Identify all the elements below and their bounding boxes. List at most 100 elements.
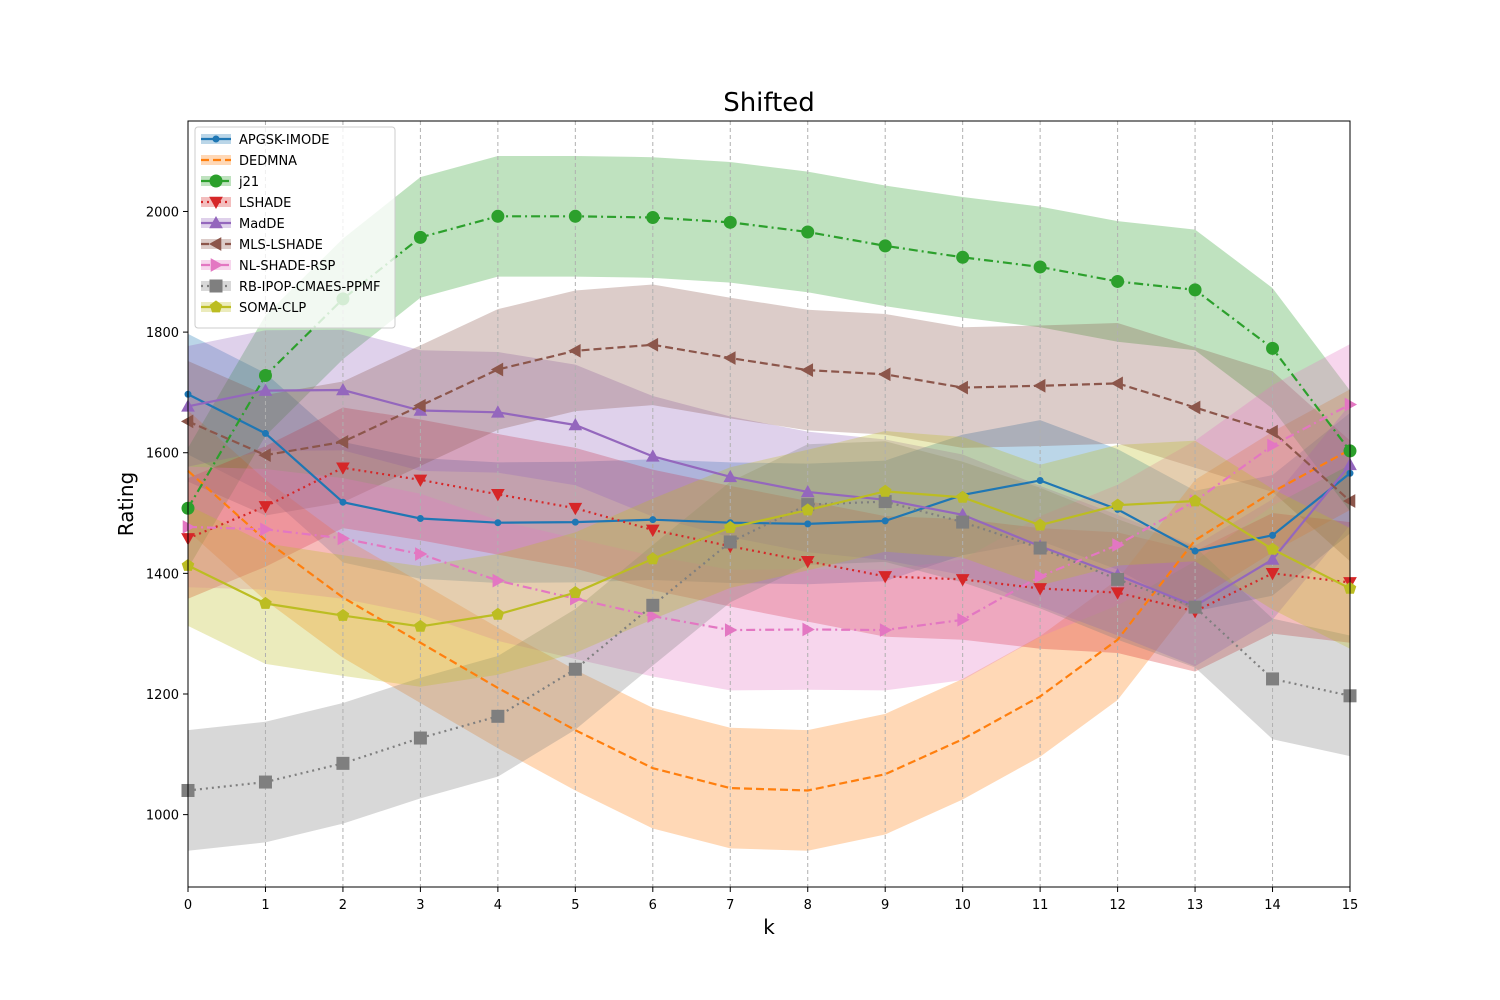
marker-nl-shade-rsp-10	[957, 612, 970, 627]
marker-soma-clp-2	[336, 608, 350, 621]
marker-nl-shade-rsp-1	[260, 522, 273, 537]
marker-rb-ipop-cmaes-ppmf-7	[723, 535, 737, 549]
marker-j21-13	[1188, 283, 1202, 297]
x-tick-label-5: 5	[571, 898, 579, 913]
legend-label: MadDE	[239, 217, 285, 232]
marker-nl-shade-rsp-6	[647, 609, 660, 624]
marker-apgsk-imode-6	[649, 516, 657, 524]
legend-marker	[208, 237, 222, 251]
marker-mls-lshade-0	[180, 414, 194, 429]
marker-nl-shade-rsp-11	[1034, 569, 1048, 584]
marker-lshade-14	[1265, 568, 1280, 581]
legend: APGSK-IMODE DEDMNA j21 LSHADE MadDE MLS-LSHAD…	[194, 126, 396, 329]
legend-marker	[209, 300, 223, 313]
y-tick-label-1600: 1600	[146, 447, 179, 462]
marker-lshade-9	[878, 571, 893, 584]
marker-madde-1	[258, 383, 273, 396]
marker-soma-clp-5	[569, 586, 582, 599]
x-tick-label-4: 4	[494, 898, 502, 913]
legend-label: j21	[238, 175, 259, 190]
marker-j21-12	[1111, 274, 1125, 288]
marker-j21-1	[258, 369, 272, 383]
y-tick-label-1200: 1200	[146, 688, 179, 703]
plot-area-frame	[187, 120, 1351, 888]
legend-item-rb-ipop-cmaes-ppmf: RB-IPOP-CMAES-PPMF	[201, 279, 381, 295]
marker-lshade-3	[413, 474, 428, 487]
marker-apgsk-imode-14	[1269, 531, 1277, 539]
marker-rb-ipop-cmaes-ppmf-6	[646, 598, 660, 612]
band-nl-shade-rsp	[188, 344, 1350, 691]
marker-mls-lshade-4	[490, 362, 504, 377]
marker-soma-clp-12	[1111, 498, 1124, 511]
marker-madde-7	[723, 469, 738, 483]
legend-label: RB-IPOP-CMAES-PPMF	[239, 280, 381, 295]
marker-lshade-6	[645, 524, 660, 537]
marker-j21-8	[801, 225, 815, 239]
marker-lshade-4	[491, 489, 505, 502]
band-mls-lshade	[188, 284, 1350, 562]
band-j21	[188, 155, 1350, 569]
line-mls-lshade	[187, 343, 1351, 502]
marker-apgsk-imode-8	[804, 520, 812, 528]
marker-apgsk-imode-11	[1036, 476, 1044, 484]
marker-mls-lshade-12	[1110, 376, 1123, 391]
marker-mls-lshade-2	[335, 435, 349, 449]
x-tick-label-11: 11	[1032, 898, 1049, 913]
line-lshade	[187, 466, 1351, 613]
x-tick-label-0: 0	[184, 898, 192, 913]
marker-rb-ipop-cmaes-ppmf-9	[878, 495, 892, 509]
x-tick-label-15: 15	[1342, 898, 1359, 913]
marker-soma-clp-13	[1188, 494, 1202, 507]
legend-marker	[209, 196, 223, 210]
x-tick-label-2: 2	[339, 898, 347, 913]
marker-nl-shade-rsp-12	[1112, 538, 1125, 552]
confidence-bands	[188, 155, 1350, 851]
band-madde	[188, 329, 1350, 667]
x-tick-label-3: 3	[416, 898, 424, 913]
marker-nl-shade-rsp-8	[802, 622, 815, 637]
marker-soma-clp-11	[1033, 518, 1047, 531]
marker-madde-5	[568, 417, 583, 431]
marker-j21-11	[1033, 260, 1047, 274]
marker-mls-lshade-7	[723, 351, 736, 365]
marker-rb-ipop-cmaes-ppmf-11	[1033, 541, 1047, 555]
marker-mls-lshade-3	[413, 398, 426, 413]
marker-lshade-1	[258, 501, 273, 514]
x-tick-label-12: 12	[1109, 898, 1126, 913]
legend-label: NL-SHADE-RSP	[239, 259, 336, 274]
marker-soma-clp-9	[878, 484, 892, 497]
legend-marker	[209, 215, 223, 229]
x-tick-label-7: 7	[726, 898, 734, 913]
x-tick-label-9: 9	[881, 898, 889, 913]
y-tick-label-1000: 1000	[146, 809, 179, 824]
legend-label: SOMA-CLP	[239, 301, 306, 316]
series-lines	[187, 215, 1351, 792]
marker-soma-clp-3	[414, 619, 427, 632]
legend-label: APGSK-IMODE	[239, 133, 329, 148]
x-tick-label-13: 13	[1187, 898, 1204, 913]
marker-j21-10	[956, 250, 970, 264]
marker-j21-9	[878, 239, 892, 253]
marker-soma-clp-6	[646, 552, 660, 565]
legend-item-lshade: LSHADE	[201, 196, 291, 211]
x-axis-label: k	[763, 915, 775, 939]
marker-soma-clp-14	[1266, 542, 1279, 555]
marker-rb-ipop-cmaes-ppmf-5	[568, 662, 582, 676]
marker-madde-6	[645, 449, 660, 462]
marker-nl-shade-rsp-7	[724, 623, 738, 637]
x-tick-label-8: 8	[804, 898, 812, 913]
x-tick-label-6: 6	[649, 898, 657, 913]
marker-apgsk-imode-3	[416, 514, 424, 522]
marker-mls-lshade-9	[878, 367, 891, 382]
marker-rb-ipop-cmaes-ppmf-14	[1266, 672, 1280, 686]
marker-lshade-10	[955, 574, 970, 587]
legend-item-soma-clp: SOMA-CLP	[201, 300, 306, 316]
y-axis-ticks: 1000 1200 1400 1600 1800 2000	[146, 205, 188, 824]
marker-j21-6	[646, 211, 660, 225]
marker-mls-lshade-15	[1342, 494, 1356, 508]
legend-item-nl-shade-rsp: NL-SHADE-RSP	[201, 258, 336, 274]
legend-marker	[212, 135, 220, 143]
legend-label: DEDMNA	[239, 154, 297, 169]
marker-nl-shade-rsp-14	[1267, 438, 1280, 453]
marker-nl-shade-rsp-2	[337, 531, 350, 546]
